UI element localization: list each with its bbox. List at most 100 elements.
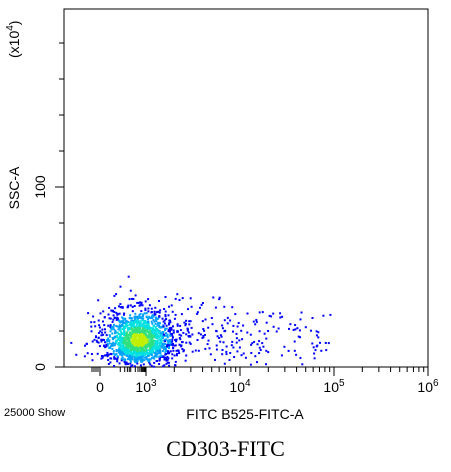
event-dot xyxy=(150,353,153,356)
event-dot xyxy=(132,332,135,334)
event-dot xyxy=(135,330,138,332)
event-dot xyxy=(191,333,194,336)
event-dot xyxy=(152,315,155,318)
event-dot xyxy=(136,353,139,356)
event-dot xyxy=(142,359,145,362)
event-dot xyxy=(133,305,136,307)
event-dot xyxy=(157,322,159,325)
event-dot xyxy=(111,336,114,339)
event-dot xyxy=(141,304,144,307)
event-dot xyxy=(101,328,104,331)
event-dot xyxy=(189,320,192,323)
event-dot xyxy=(117,338,120,341)
event-dot xyxy=(151,330,153,333)
event-dot xyxy=(176,352,178,355)
event-dot xyxy=(230,344,233,347)
event-dot xyxy=(196,339,199,341)
event-dot xyxy=(175,340,178,343)
event-dot xyxy=(133,329,135,332)
event-dot xyxy=(106,354,108,357)
event-dot xyxy=(122,322,125,324)
event-dot xyxy=(166,356,169,358)
event-dot xyxy=(142,348,144,351)
event-dot xyxy=(186,327,189,330)
event-dot xyxy=(121,352,124,355)
event-dot xyxy=(153,310,156,313)
event-dot xyxy=(315,345,318,348)
event-dot xyxy=(131,335,134,337)
event-dot xyxy=(182,350,185,353)
event-dot xyxy=(108,306,111,309)
x-axis-ticks: 0 103 104 105 106 xyxy=(91,367,439,395)
event-dot xyxy=(119,338,122,341)
event-dot xyxy=(242,352,245,355)
event-dot xyxy=(141,328,144,331)
event-dot xyxy=(158,338,161,341)
plot-frame xyxy=(63,8,429,368)
event-dot xyxy=(170,326,173,329)
event-dot xyxy=(145,315,148,318)
event-dot xyxy=(201,320,204,323)
event-dot xyxy=(133,356,136,359)
event-dot xyxy=(120,354,123,357)
x-tick-label: 0 xyxy=(96,379,104,395)
event-dot xyxy=(118,305,120,308)
event-dot xyxy=(147,323,150,325)
event-dot xyxy=(163,356,166,359)
event-dot xyxy=(144,307,147,310)
event-dot xyxy=(134,312,137,315)
event-dot xyxy=(184,322,187,325)
event-dot xyxy=(149,329,152,332)
event-dot xyxy=(157,331,160,334)
event-dot xyxy=(161,365,164,368)
event-dot xyxy=(92,315,95,318)
event-dot xyxy=(98,345,101,348)
event-dot xyxy=(110,325,113,328)
event-dot xyxy=(261,311,264,314)
event-dot xyxy=(116,356,119,359)
event-dot xyxy=(153,365,156,368)
event-dot xyxy=(212,296,215,299)
event-dot xyxy=(236,325,239,328)
event-dot xyxy=(126,354,129,357)
event-dot xyxy=(131,305,134,308)
event-dot xyxy=(123,312,126,315)
event-dot xyxy=(279,312,282,315)
event-dot xyxy=(147,310,150,313)
event-dot xyxy=(123,328,125,331)
event-dot xyxy=(258,340,261,343)
event-dot xyxy=(185,354,188,357)
event-dot xyxy=(177,350,180,353)
event-dot xyxy=(174,297,177,300)
event-dot xyxy=(162,355,165,358)
event-dot xyxy=(166,344,169,347)
event-dot xyxy=(114,332,116,335)
event-dot xyxy=(178,333,181,336)
event-dot xyxy=(128,328,131,330)
event-dot xyxy=(254,355,257,358)
event-dot xyxy=(171,338,174,341)
event-dot xyxy=(226,322,229,325)
event-dot xyxy=(164,296,167,298)
event-dot xyxy=(311,342,314,345)
event-dot xyxy=(139,304,142,307)
event-dot xyxy=(265,363,267,366)
event-dot xyxy=(298,329,301,332)
event-dot xyxy=(146,322,149,325)
event-dot xyxy=(154,348,157,351)
event-dot xyxy=(102,320,104,323)
event-dot xyxy=(201,302,204,304)
event-dot xyxy=(214,306,217,309)
event-dot xyxy=(171,310,174,313)
event-dot xyxy=(139,331,142,333)
event-dot xyxy=(152,343,155,346)
event-dot xyxy=(141,315,144,318)
event-dot xyxy=(133,337,136,339)
event-dot xyxy=(107,313,110,316)
event-dot xyxy=(103,339,105,341)
event-dot xyxy=(119,353,122,356)
event-dot xyxy=(202,336,205,339)
event-dot xyxy=(169,330,171,333)
event-dot xyxy=(105,345,108,348)
event-dot xyxy=(119,321,122,324)
